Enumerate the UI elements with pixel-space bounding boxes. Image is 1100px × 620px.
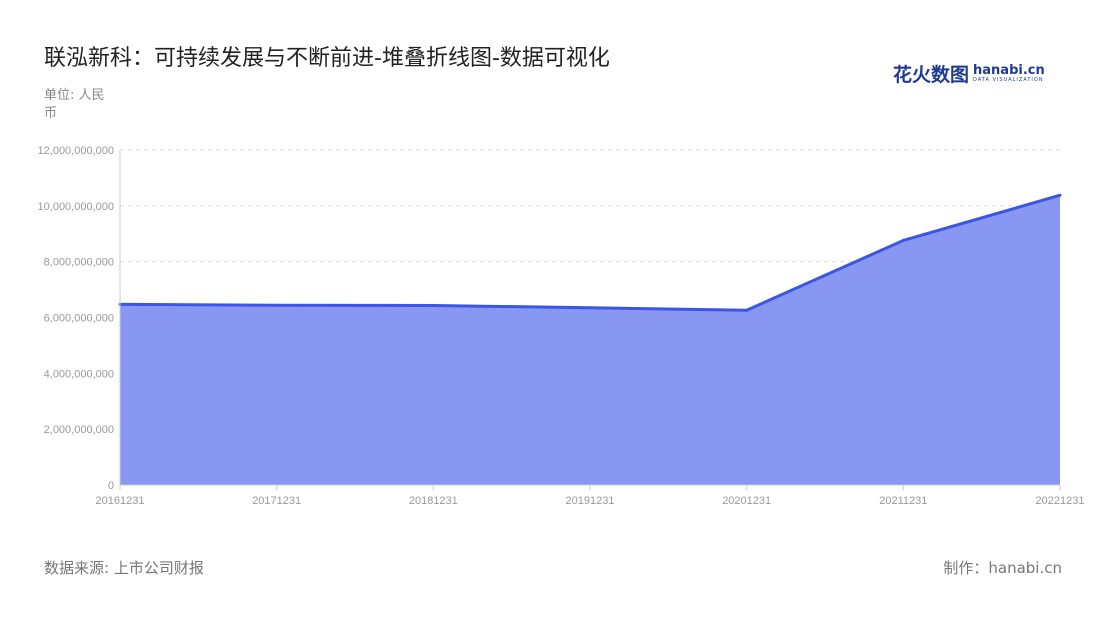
x-tick-label: 20191231 <box>566 495 615 507</box>
data-point <box>588 306 592 310</box>
logo-en: hanabi.cn <box>973 62 1045 78</box>
maker-note: 制作：hanabi.cn <box>943 559 1062 577</box>
data-point <box>275 303 279 307</box>
x-tick-label: 20211231 <box>879 495 927 507</box>
source-note: 数据来源: 上市公司财报 <box>44 559 204 577</box>
x-tick-label: 20161231 <box>96 495 145 507</box>
data-point <box>1058 193 1062 197</box>
y-tick-label: 6,000,000,000 <box>44 313 114 325</box>
chart-title: 联泓新科：可持续发展与不断前进-堆叠折线图-数据可视化 <box>44 46 610 71</box>
x-tick-label: 20181231 <box>409 495 458 507</box>
data-point <box>901 238 905 242</box>
unit-label: 单位: 人民币 <box>44 88 105 121</box>
y-tick-label: 0 <box>108 480 114 492</box>
y-tick-label: 12,000,000,000 <box>38 145 114 157</box>
x-tick-label: 20221231 <box>1036 495 1085 507</box>
y-tick-label: 4,000,000,000 <box>44 368 114 380</box>
y-tick-label: 8,000,000,000 <box>44 257 114 269</box>
x-tick-label: 20171231 <box>252 495 301 507</box>
y-tick-label: 2,000,000,000 <box>44 424 114 436</box>
data-point <box>431 303 435 307</box>
data-point <box>745 308 749 312</box>
x-tick-label: 20201231 <box>722 495 771 507</box>
logo-cn: 花火数图 <box>893 64 970 86</box>
series-area <box>120 195 1060 485</box>
logo: 花火数图 hanabi.cn DATA VISUALIZATION <box>893 60 1045 87</box>
logo-sub: DATA VISUALIZATION <box>973 76 1044 83</box>
y-tick-label: 10,000,000,000 <box>38 201 114 213</box>
